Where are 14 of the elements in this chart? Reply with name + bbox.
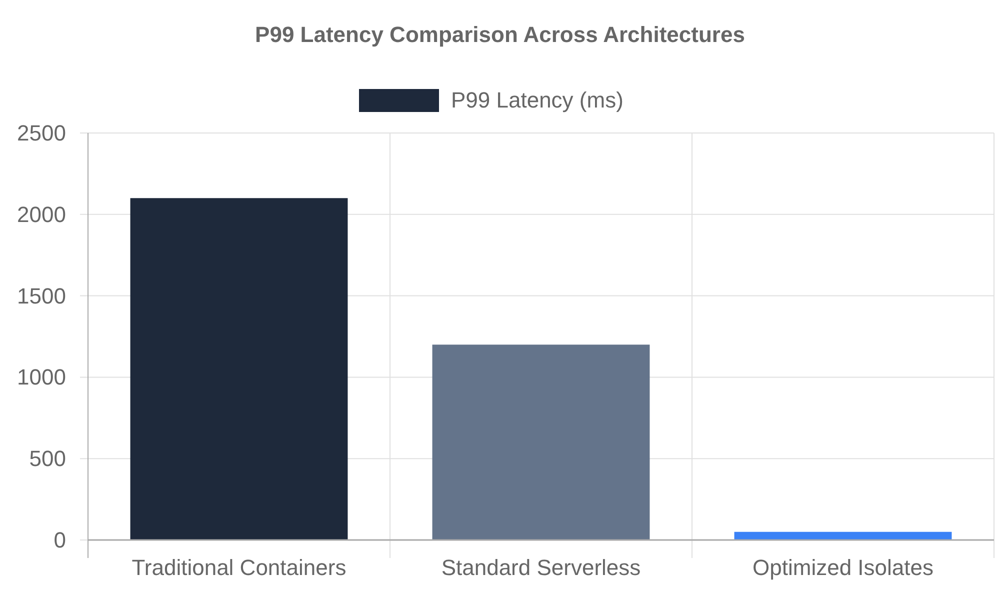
x-tick-label: Optimized Isolates [752, 555, 934, 580]
bar [432, 344, 650, 540]
y-tick-label: 2000 [17, 202, 66, 227]
bar [734, 532, 952, 540]
y-tick-label: 1500 [17, 283, 66, 308]
bar [130, 198, 348, 540]
y-tick-label: 0 [54, 528, 66, 552]
x-tick-label: Standard Serverless [441, 555, 641, 580]
y-tick-label: 500 [29, 446, 66, 472]
legend-label: P99 Latency (ms) [451, 88, 624, 112]
chart-title: P99 Latency Comparison Across Architectures [255, 22, 745, 47]
y-tick-label: 1000 [17, 364, 66, 390]
y-tick-label: 2500 [17, 120, 66, 146]
x-tick-label: Traditional Containers [132, 555, 346, 580]
